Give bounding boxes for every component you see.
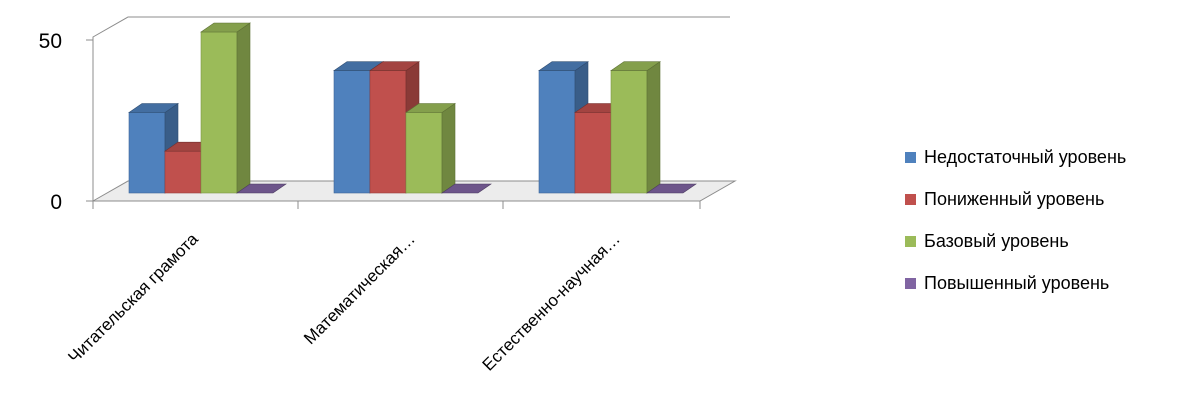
bar-front — [369, 70, 407, 194]
legend-item: Недостаточный уровень — [905, 146, 1203, 168]
bar-front — [538, 70, 576, 194]
chart-legend: Недостаточный уровень Пониженный уровень Б… — [905, 146, 1203, 314]
bar — [128, 102, 179, 194]
bar-front — [200, 31, 238, 194]
bar-front — [405, 112, 443, 194]
bar-top — [236, 183, 287, 194]
bar — [200, 22, 251, 194]
bar — [646, 183, 697, 194]
bar-top — [369, 61, 420, 71]
x-tick-label: Математическая… — [300, 229, 419, 348]
legend-swatch — [905, 151, 916, 163]
bar-front — [574, 112, 612, 194]
bar-front — [610, 70, 648, 194]
legend-label: Пониженный уровень — [924, 188, 1105, 209]
bar-side — [236, 22, 251, 194]
bar-side — [441, 102, 456, 194]
y-tick-label: 50 — [39, 30, 62, 53]
bar-top — [200, 22, 251, 33]
bar-front — [164, 150, 202, 194]
legend-swatch — [905, 235, 916, 247]
bar — [610, 61, 661, 194]
x-tick-label: Естественно-научная… — [479, 229, 624, 374]
bar-top — [128, 103, 179, 113]
x-tick-label: Читательская грамота — [64, 229, 202, 367]
bar — [441, 183, 492, 194]
bar-front — [128, 112, 166, 194]
bar — [236, 183, 287, 194]
bar-front — [333, 70, 371, 194]
bar — [405, 102, 456, 194]
bar-top — [538, 61, 589, 71]
legend-label: Повышенный уровень — [924, 272, 1110, 293]
bar-top — [646, 183, 697, 194]
legend-label: Недостаточный уровень — [924, 146, 1127, 167]
legend-swatch — [905, 193, 916, 205]
bar-top — [610, 61, 661, 71]
legend-item: Базовый уровень — [905, 230, 1203, 252]
y-tick-label: 0 — [50, 191, 62, 214]
bar-top — [441, 183, 492, 194]
legend-label: Базовый уровень — [924, 230, 1069, 251]
legend-item: Пониженный уровень — [905, 188, 1203, 210]
legend-item: Повышенный уровень — [905, 272, 1203, 294]
legend-swatch — [905, 277, 916, 289]
bar-top — [405, 103, 456, 113]
bar-side — [646, 61, 661, 194]
